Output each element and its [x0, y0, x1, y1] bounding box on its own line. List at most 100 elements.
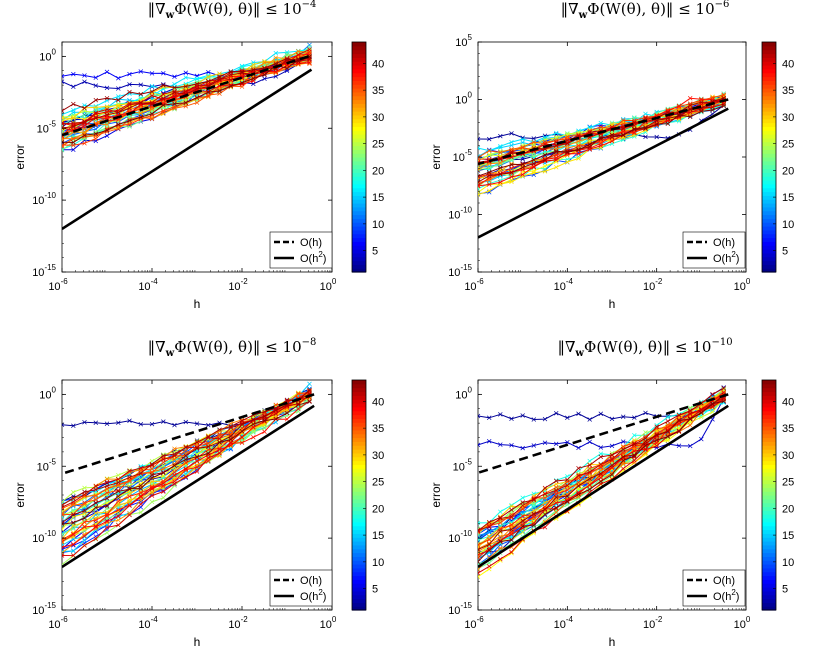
- colorbar-cell: [352, 157, 366, 162]
- colorbar-cell: [762, 602, 776, 607]
- colorbar-cell: [352, 564, 366, 569]
- colorbar-cell: [762, 114, 776, 120]
- colorbar-cell: [352, 460, 366, 465]
- series-markers-38: [62, 398, 312, 544]
- y-axis-label: error: [13, 482, 27, 507]
- colorbar-tick-label: 20: [782, 165, 794, 177]
- y-axis-label: error: [13, 144, 27, 169]
- colorbar-cell: [762, 252, 776, 258]
- panel-2: ‖∇wΦ(W(θ), θ)‖ ≤ 10−6 10-6 10-4 10-2 100 10-1…: [429, 0, 794, 311]
- colorbar-cell: [352, 103, 366, 108]
- colorbar-tick-label: 30: [372, 112, 384, 124]
- colorbar-cell: [352, 160, 366, 166]
- colorbar-cell: [762, 222, 776, 227]
- colorbar-cell: [762, 45, 776, 51]
- legend: O(h)O(h2): [682, 231, 746, 269]
- colorbar-cell: [762, 449, 776, 454]
- colorbar-cell: [352, 61, 366, 66]
- colorbar-frame: [351, 41, 367, 273]
- colorbar: 5 10 15 20 25 30 35 40: [761, 41, 794, 273]
- colorbar-cell: [762, 229, 776, 235]
- colorbar-tick-label: 35: [782, 423, 794, 435]
- colorbar-cell: [762, 241, 776, 246]
- colorbar-cell: [352, 76, 366, 81]
- colorbar-cell: [762, 65, 776, 70]
- colorbar-cell: [762, 472, 776, 477]
- colorbar-frame: [351, 379, 367, 611]
- colorbar-cell: [352, 153, 366, 158]
- colorbar-cell: [762, 122, 776, 127]
- colorbar-cell: [352, 49, 366, 55]
- colorbar-cell: [762, 541, 776, 546]
- colorbar-cell: [352, 506, 366, 511]
- colorbar-cell: [762, 414, 776, 419]
- y-tick-label: 10-10: [32, 191, 56, 207]
- colorbar-cell: [352, 552, 366, 557]
- colorbar-cell: [762, 406, 776, 412]
- y-tick-label: 10-15: [32, 601, 56, 617]
- x-tick-label: 10-6: [48, 277, 68, 293]
- legend-label-Oh2: O(h2): [713, 250, 739, 265]
- colorbar-cell: [762, 137, 776, 143]
- x-tick-label: 10-4: [138, 615, 158, 631]
- colorbar-cell: [352, 464, 366, 469]
- colorbar-tick-label: 20: [782, 503, 794, 515]
- colorbar-cell: [352, 256, 366, 262]
- colorbar-cell: [762, 183, 776, 189]
- colorbar-cell: [352, 233, 366, 239]
- colorbar-cell: [762, 587, 776, 592]
- colorbar-cell: [352, 99, 366, 104]
- x-tick-label: 100: [734, 277, 751, 293]
- colorbar-cell: [762, 399, 776, 404]
- colorbar-cell: [762, 157, 776, 162]
- colorbar-cell: [762, 118, 776, 124]
- colorbar-cell: [762, 422, 776, 427]
- colorbar-tick-label: 20: [372, 165, 384, 177]
- x-axis-label: h: [194, 635, 201, 649]
- colorbar-cell: [352, 68, 366, 74]
- colorbar-tick-label: 30: [372, 450, 384, 462]
- colorbar-cell: [352, 95, 366, 101]
- legend-box: [269, 569, 333, 607]
- colorbar-cell: [762, 391, 776, 396]
- colorbar-tick-label: 10: [782, 219, 794, 231]
- ref-line-Oh: [62, 393, 315, 476]
- legend-label-Oh: O(h): [713, 237, 735, 249]
- colorbar-cell: [352, 45, 366, 51]
- colorbar-tick-label: 15: [782, 192, 794, 204]
- colorbar-cell: [352, 88, 366, 93]
- ref-line-Oh: [478, 98, 729, 166]
- colorbar-cell: [762, 84, 776, 89]
- y-tick-label: 10-5: [453, 148, 473, 164]
- colorbar-cell: [762, 76, 776, 81]
- series-markers-42: [62, 391, 312, 508]
- colorbar-tick-label: 5: [782, 584, 788, 596]
- colorbar-cell: [762, 521, 776, 527]
- colorbar-cell: [352, 556, 366, 561]
- colorbar: 5 10 15 20 25 30 35 40: [351, 379, 384, 611]
- colorbar-cell: [352, 268, 366, 273]
- colorbar-cell: [762, 249, 776, 254]
- series-markers-44: [62, 399, 312, 527]
- colorbar-cell: [762, 130, 776, 135]
- panel-3: ‖∇wΦ(W(θ), θ)‖ ≤ 10−8 10-6 10-4 10-2 100 10-1…: [13, 337, 384, 649]
- colorbar-tick-label: 30: [782, 450, 794, 462]
- colorbar-cell: [762, 529, 776, 534]
- colorbar-cell: [352, 437, 366, 442]
- colorbar-cell: [352, 525, 366, 531]
- colorbar-cell: [352, 399, 366, 404]
- colorbar-cell: [762, 433, 776, 439]
- colorbar-cell: [352, 583, 366, 588]
- legend-label-Oh2: O(h2): [300, 588, 326, 603]
- colorbar-tick-label: 5: [372, 246, 378, 258]
- colorbar-cell: [762, 195, 776, 200]
- colorbar-cell: [352, 203, 366, 208]
- x-tick-label: 10-4: [554, 277, 574, 293]
- colorbar-cell: [762, 111, 776, 116]
- colorbar-cell: [352, 483, 366, 488]
- colorbar-tick-label: 20: [372, 503, 384, 515]
- colorbar-cell: [762, 590, 776, 596]
- colorbar-cell: [352, 252, 366, 258]
- colorbar-cell: [352, 249, 366, 254]
- colorbar-cell: [762, 226, 776, 231]
